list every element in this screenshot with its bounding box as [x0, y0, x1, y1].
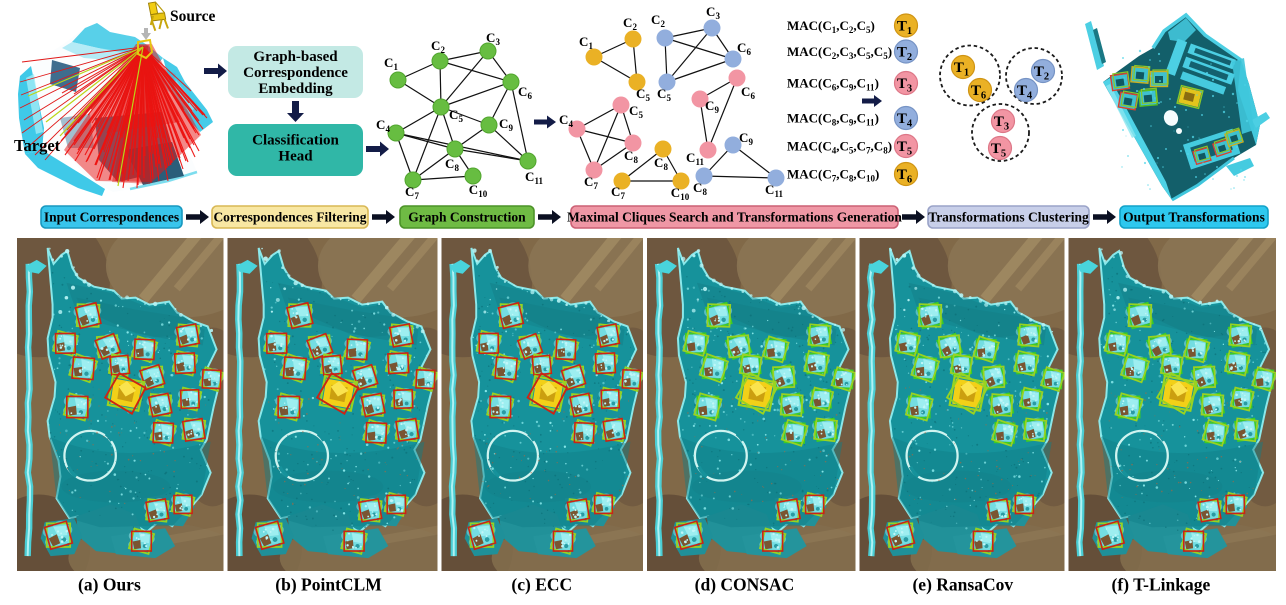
svg-text:MAC(C7,C8,C10): MAC(C7,C8,C10): [787, 167, 879, 184]
svg-text:Target: Target: [14, 136, 61, 155]
svg-text:MAC(C1,C2,C5): MAC(C1,C2,C5): [787, 18, 875, 35]
svg-text:Graph Construction: Graph Construction: [408, 210, 526, 225]
svg-text:Correspondences Filtering: Correspondences Filtering: [213, 210, 366, 225]
svg-text:Output Transformations: Output Transformations: [1123, 210, 1265, 225]
svg-text:(e) RansaCov: (e) RansaCov: [912, 575, 1013, 595]
svg-text:(b) PointCLM: (b) PointCLM: [275, 575, 382, 595]
svg-text:(d) CONSAC: (d) CONSAC: [695, 575, 795, 595]
svg-text:Classification: Classification: [252, 133, 339, 149]
svg-text:Correspondence: Correspondence: [243, 65, 348, 81]
svg-text:MAC(C4,C5,C7,C8): MAC(C4,C5,C7,C8): [787, 139, 892, 156]
svg-text:Source: Source: [170, 8, 215, 25]
svg-text:MAC(C2,C3,C5,C5): MAC(C2,C3,C5,C5): [787, 44, 892, 61]
svg-text:MAC(C8,C9,C11): MAC(C8,C9,C11): [787, 111, 879, 128]
svg-text:Graph-based: Graph-based: [253, 49, 338, 65]
svg-text:Head: Head: [278, 149, 313, 165]
svg-text:(f) T-Linkage: (f) T-Linkage: [1112, 575, 1211, 595]
svg-text:Embedding: Embedding: [258, 81, 333, 97]
svg-text:Input Correspondences: Input Correspondences: [44, 210, 179, 225]
svg-text:Transformations Clustering: Transformations Clustering: [928, 210, 1089, 225]
svg-text:Maximal Cliques Search and Tra: Maximal Cliques Search and Transformatio…: [567, 210, 902, 225]
svg-text:(a) Ours: (a) Ours: [78, 575, 141, 595]
svg-text:(c) ECC: (c) ECC: [511, 575, 572, 595]
svg-text:MAC(C6,C9,C11): MAC(C6,C9,C11): [787, 76, 879, 93]
